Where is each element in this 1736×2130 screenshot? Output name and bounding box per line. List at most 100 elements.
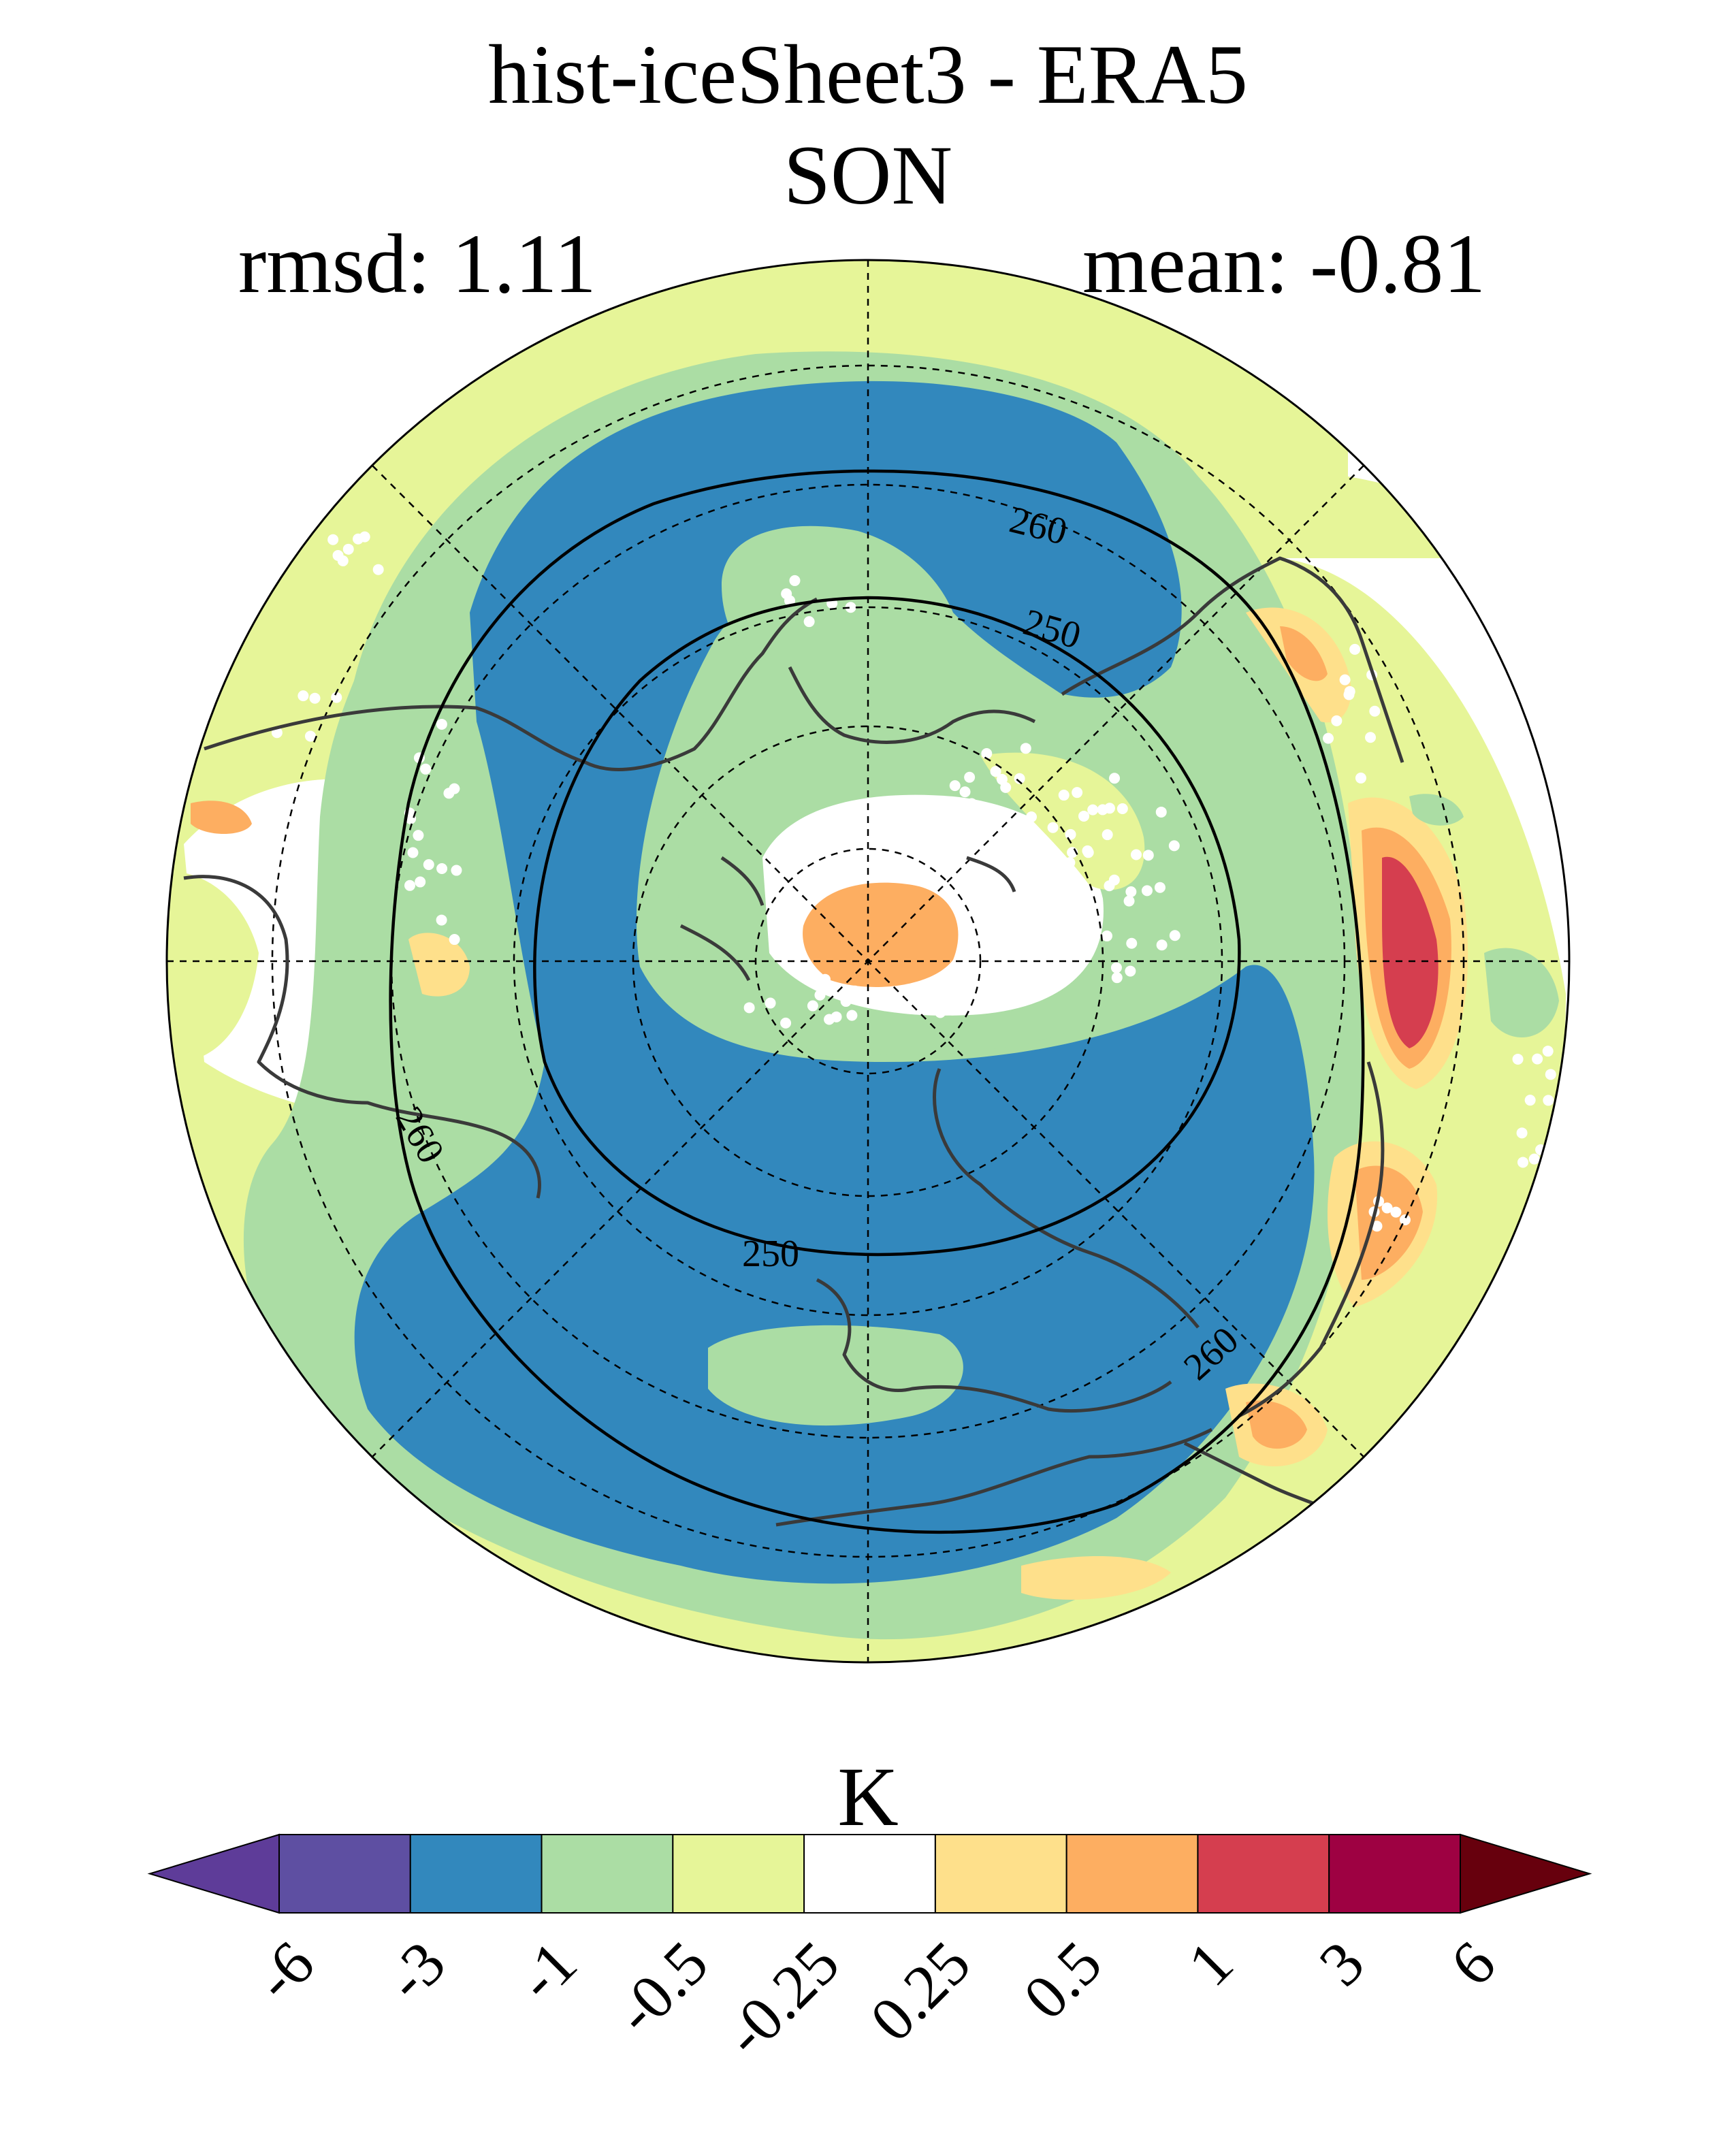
stipple-dot	[1111, 972, 1123, 984]
colorbar-tick-label: -6	[241, 1928, 327, 2014]
stipple-dot	[423, 859, 434, 871]
colorbar-swatch	[541, 1834, 674, 1914]
stipple-dot	[967, 803, 978, 815]
colorbar-tick-label: 6	[1437, 1928, 1509, 1999]
stipple-dot	[986, 804, 998, 816]
field-lightgreen-pole	[980, 752, 1145, 890]
stipple-dot	[337, 555, 349, 566]
stipple-dot	[981, 748, 993, 760]
stipple-dot	[1123, 895, 1135, 907]
stipple-dot	[1020, 743, 1031, 754]
stipple-dot	[1390, 1206, 1402, 1218]
stipple-dot	[449, 934, 460, 946]
field-yellow-se	[1021, 1556, 1171, 1600]
field-yellow-west2	[191, 801, 252, 834]
colorbar-tick-label: -3	[372, 1928, 458, 2014]
stipple-dot	[939, 996, 950, 1007]
field-orange-east4	[1246, 1400, 1307, 1449]
stipple-dot	[1344, 685, 1355, 697]
stipple-dot	[1087, 804, 1099, 816]
stipple-dot	[807, 1000, 818, 1012]
colorbar-extend-low	[147, 1833, 280, 1914]
stipple-dot	[1109, 773, 1121, 784]
stipple-dot	[1365, 732, 1377, 743]
stipple-dot	[1168, 840, 1180, 852]
stipple-dot	[840, 996, 852, 1007]
stipple-dot	[831, 1011, 842, 1022]
map-boundary	[165, 259, 1571, 1664]
colorbar-swatch	[1065, 1834, 1199, 1914]
stipple-dot	[1339, 674, 1351, 685]
stipple-dot	[1156, 939, 1168, 951]
stipple-dot	[413, 830, 424, 841]
field-red-east	[1382, 856, 1438, 1048]
mean-label: mean: -0.81	[1082, 217, 1486, 310]
stipple-dot	[298, 690, 309, 702]
colorbar-extend-high	[1460, 1833, 1592, 1914]
stipple-dot	[1524, 1095, 1536, 1106]
stipple-dot	[327, 534, 339, 545]
stipple-dot	[1381, 1202, 1393, 1214]
stipple-dot	[1072, 787, 1083, 798]
colorbar-tick-label: 1	[1175, 1928, 1247, 1999]
field-green-med	[708, 1325, 963, 1426]
coast-greenland	[933, 1068, 1200, 1329]
stipple-dot	[1125, 886, 1137, 897]
field-blue	[354, 381, 1315, 1584]
stipple-dot	[304, 730, 316, 742]
stipple-dot	[415, 876, 426, 888]
stipple-dot	[1102, 829, 1113, 841]
colorbar-swatch	[1328, 1834, 1461, 1914]
contour-250	[533, 596, 1241, 1257]
contour-label: 250	[742, 1233, 799, 1275]
stipple-dot	[1000, 781, 1012, 793]
stipple-dot	[1130, 849, 1142, 860]
colorbar-swatch	[409, 1834, 543, 1914]
stipple-dot	[1369, 705, 1381, 717]
field-green-east	[1484, 948, 1559, 1037]
stipple-dot	[342, 543, 354, 555]
stipple-dot	[436, 718, 447, 730]
stipple-dot	[372, 564, 384, 575]
stipple-dot	[935, 1007, 946, 1018]
colorbar-tick-label: -0.25	[711, 1928, 852, 2069]
coastlines	[183, 556, 1404, 1527]
meridian-line	[372, 465, 1364, 1457]
field-green-east2	[1409, 794, 1464, 826]
stipple-dot	[845, 602, 856, 613]
chart-title: hist-iceSheet3 - ERA5	[488, 28, 1248, 121]
stipple-dot	[436, 863, 448, 875]
stipple-dot	[964, 771, 976, 783]
latitude-circle	[513, 606, 1223, 1317]
stipple-dot	[1078, 810, 1090, 822]
colorbar-tick-label: -0.5	[602, 1928, 721, 2047]
colorbar-swatch	[1197, 1834, 1330, 1914]
stipple-dot	[1110, 962, 1122, 973]
stipple-dot	[959, 786, 971, 798]
stipple-dot	[846, 1010, 858, 1021]
chart-subtitle: SON	[783, 129, 953, 222]
coast-arctic-islands	[679, 856, 1016, 982]
stipple-dot	[1528, 1153, 1540, 1165]
stipple-dot	[990, 766, 1001, 777]
stipple-dot	[902, 1001, 914, 1013]
stipple-dot	[1142, 850, 1154, 861]
coast-asia	[1061, 556, 1404, 763]
colorbar-swatch	[803, 1834, 936, 1914]
stipple-dot	[780, 1017, 792, 1029]
coast-north-america	[204, 597, 818, 771]
colorbar-tick-label: -1	[504, 1928, 590, 2014]
stipple-dot	[929, 821, 940, 833]
stipple-dot	[443, 788, 455, 799]
stipple-dot	[1371, 1221, 1383, 1232]
stipple-dot	[980, 830, 991, 841]
stipple-dot	[1141, 885, 1153, 897]
colorbar-swatch	[672, 1834, 805, 1914]
stipple-dot	[1047, 822, 1059, 833]
contour-260	[389, 469, 1365, 1534]
stipple-dot	[404, 880, 415, 891]
stipple-dot	[1331, 715, 1343, 726]
stipple-dot	[1355, 772, 1366, 784]
stipple-dot	[331, 692, 342, 703]
colorbar-tick-labels: -6 -3 -1 -0.5-0.25 0.25 0.5 1 3 6	[241, 1928, 1508, 2069]
